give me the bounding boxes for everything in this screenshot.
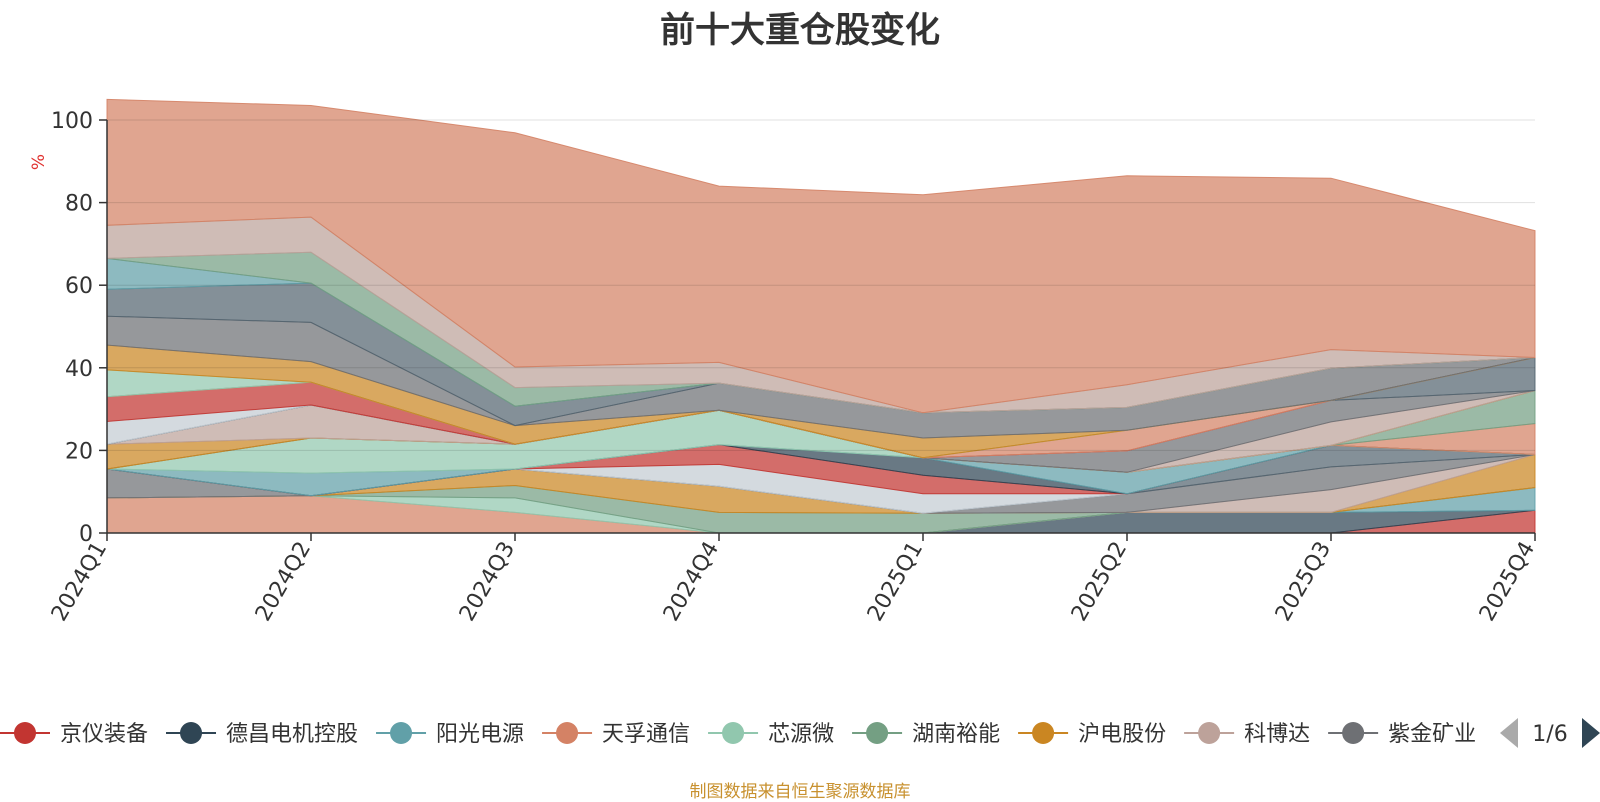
y-tick-label-100: 100 [51, 109, 93, 134]
stacked-areas [106, 98, 1536, 534]
x-tick-label-2024Q2: 2024Q2 [251, 538, 316, 626]
x-tick-label-2025Q1: 2025Q1 [863, 538, 928, 626]
y-tick-label-80: 80 [65, 192, 93, 217]
legend-label: 沪电股份 [1078, 722, 1166, 747]
legend-item-1[interactable]: 京仪装备 [0, 722, 148, 747]
y-tick-label-40: 40 [65, 357, 93, 382]
legend-marker [390, 722, 413, 744]
legend-item-5[interactable]: 芯源微 [708, 722, 834, 747]
triangle-left-icon[interactable] [1500, 718, 1518, 748]
x-axis: 2024Q1 2024Q2 2024Q3 2024Q4 2025Q1 2025Q2 2025… [47, 532, 1540, 626]
x-tick-label-2024Q1: 2024Q1 [47, 538, 112, 626]
y-axis: 0 20 40 60 80 100 [51, 109, 108, 547]
y-tick-label-0: 0 [79, 522, 93, 547]
legend-marker [1198, 722, 1221, 744]
y-tick-label-60: 60 [65, 274, 93, 299]
legend-item-9[interactable]: 紫金矿业 [1328, 722, 1476, 747]
legend-label: 天孚通信 [602, 722, 690, 747]
area-series-32 [106, 98, 1536, 414]
legend-pager: 1/6 [1500, 718, 1600, 748]
x-tick-label-2025Q4: 2025Q4 [1475, 538, 1540, 626]
legend-marker [722, 722, 745, 744]
legend-marker [14, 722, 36, 744]
chart-title: 前十大重仓股变化 [659, 11, 940, 51]
legend-marker [180, 722, 203, 744]
legend-label: 芯源微 [768, 722, 834, 747]
legend-label: 德昌电机控股 [226, 722, 358, 747]
legend-marker [866, 722, 889, 744]
legend-label: 科博达 [1244, 722, 1310, 747]
legend-item-4[interactable]: 天孚通信 [542, 722, 690, 747]
y-tick-label-20: 20 [65, 439, 93, 464]
legend-item-8[interactable]: 科博达 [1184, 722, 1310, 747]
x-tick-label-2024Q4: 2024Q4 [659, 538, 724, 626]
source-note: 制图数据来自恒生聚源数据库 [689, 782, 911, 802]
legend-item-2[interactable]: 德昌电机控股 [166, 722, 358, 747]
triangle-right-icon[interactable] [1582, 718, 1600, 748]
x-tick-label-2024Q3: 2024Q3 [455, 538, 520, 626]
legend-label: 京仪装备 [60, 722, 148, 747]
legend-label: 阳光电源 [436, 722, 524, 747]
legend-marker [556, 722, 579, 744]
y-axis-label: % [29, 154, 49, 170]
legend-label: 紫金矿业 [1388, 722, 1476, 747]
legend-label: 湖南裕能 [912, 722, 1000, 747]
legend-item-6[interactable]: 湖南裕能 [852, 722, 1000, 747]
x-tick-label-2025Q2: 2025Q2 [1067, 538, 1132, 626]
legend-marker [1342, 722, 1365, 744]
pager-text: 1/6 [1532, 722, 1567, 747]
legend-item-7[interactable]: 沪电股份 [1018, 722, 1166, 747]
legend: 京仪装备 德昌电机控股 阳光电源 天孚通信 芯源微 湖南裕能 沪电股份 科博达 紫金矿业 [0, 722, 1476, 747]
legend-item-3[interactable]: 阳光电源 [376, 722, 524, 747]
x-tick-label-2025Q3: 2025Q3 [1271, 538, 1336, 626]
legend-marker [1032, 722, 1055, 744]
